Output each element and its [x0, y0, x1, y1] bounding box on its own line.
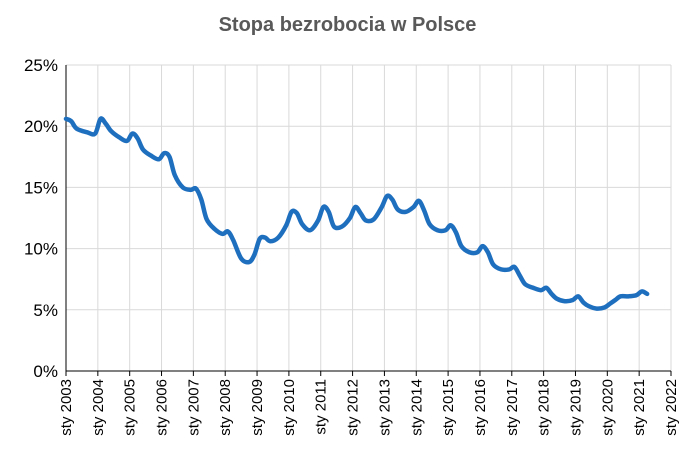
x-tick-label: sty 2011: [313, 379, 330, 435]
x-tick-label: sty 2004: [90, 379, 107, 436]
y-tick-label: 5%: [33, 301, 58, 320]
x-tick-label: sty 2009: [249, 379, 266, 436]
series-line: [63, 116, 650, 311]
x-tick-label: sty 2007: [185, 379, 202, 436]
x-tick-label: sty 2003: [58, 379, 75, 436]
x-tick-label: sty 2022: [663, 379, 680, 436]
series-layer: [63, 116, 650, 311]
x-tick-label: sty 2008: [217, 379, 234, 436]
x-tick-label: sty 2010: [281, 379, 298, 436]
gridlines: [65, 64, 672, 371]
x-tick-label: sty 2018: [536, 379, 553, 436]
x-tick-label: sty 2012: [345, 379, 362, 436]
x-tick-label: sty 2006: [154, 379, 171, 436]
chart-title: Stopa bezrobocia w Polsce: [218, 14, 477, 36]
x-tick-label: sty 2013: [376, 379, 393, 436]
x-tick-label: sty 2019: [567, 379, 584, 436]
x-tick-label: sty 2015: [440, 379, 457, 436]
y-tick-label: 0%: [33, 362, 58, 381]
x-tick-label: sty 2020: [599, 379, 616, 436]
y-tick-label: 20%: [24, 117, 58, 136]
x-tick-label: sty 2021: [631, 379, 648, 436]
y-tick-label: 25%: [24, 56, 58, 75]
y-tick-label: 10%: [24, 240, 58, 259]
x-tick-label: sty 2005: [122, 379, 139, 436]
x-tick-label: sty 2014: [408, 379, 425, 436]
axes: [65, 65, 672, 376]
tick-labels: 0% 5% 10% 15% 20% 25% sty 2003 sty 2004 sty 2005…: [24, 56, 680, 436]
x-tick-label: sty 2016: [472, 379, 489, 436]
y-tick-label: 15%: [24, 178, 58, 197]
x-tick-label: sty 2017: [504, 379, 521, 436]
